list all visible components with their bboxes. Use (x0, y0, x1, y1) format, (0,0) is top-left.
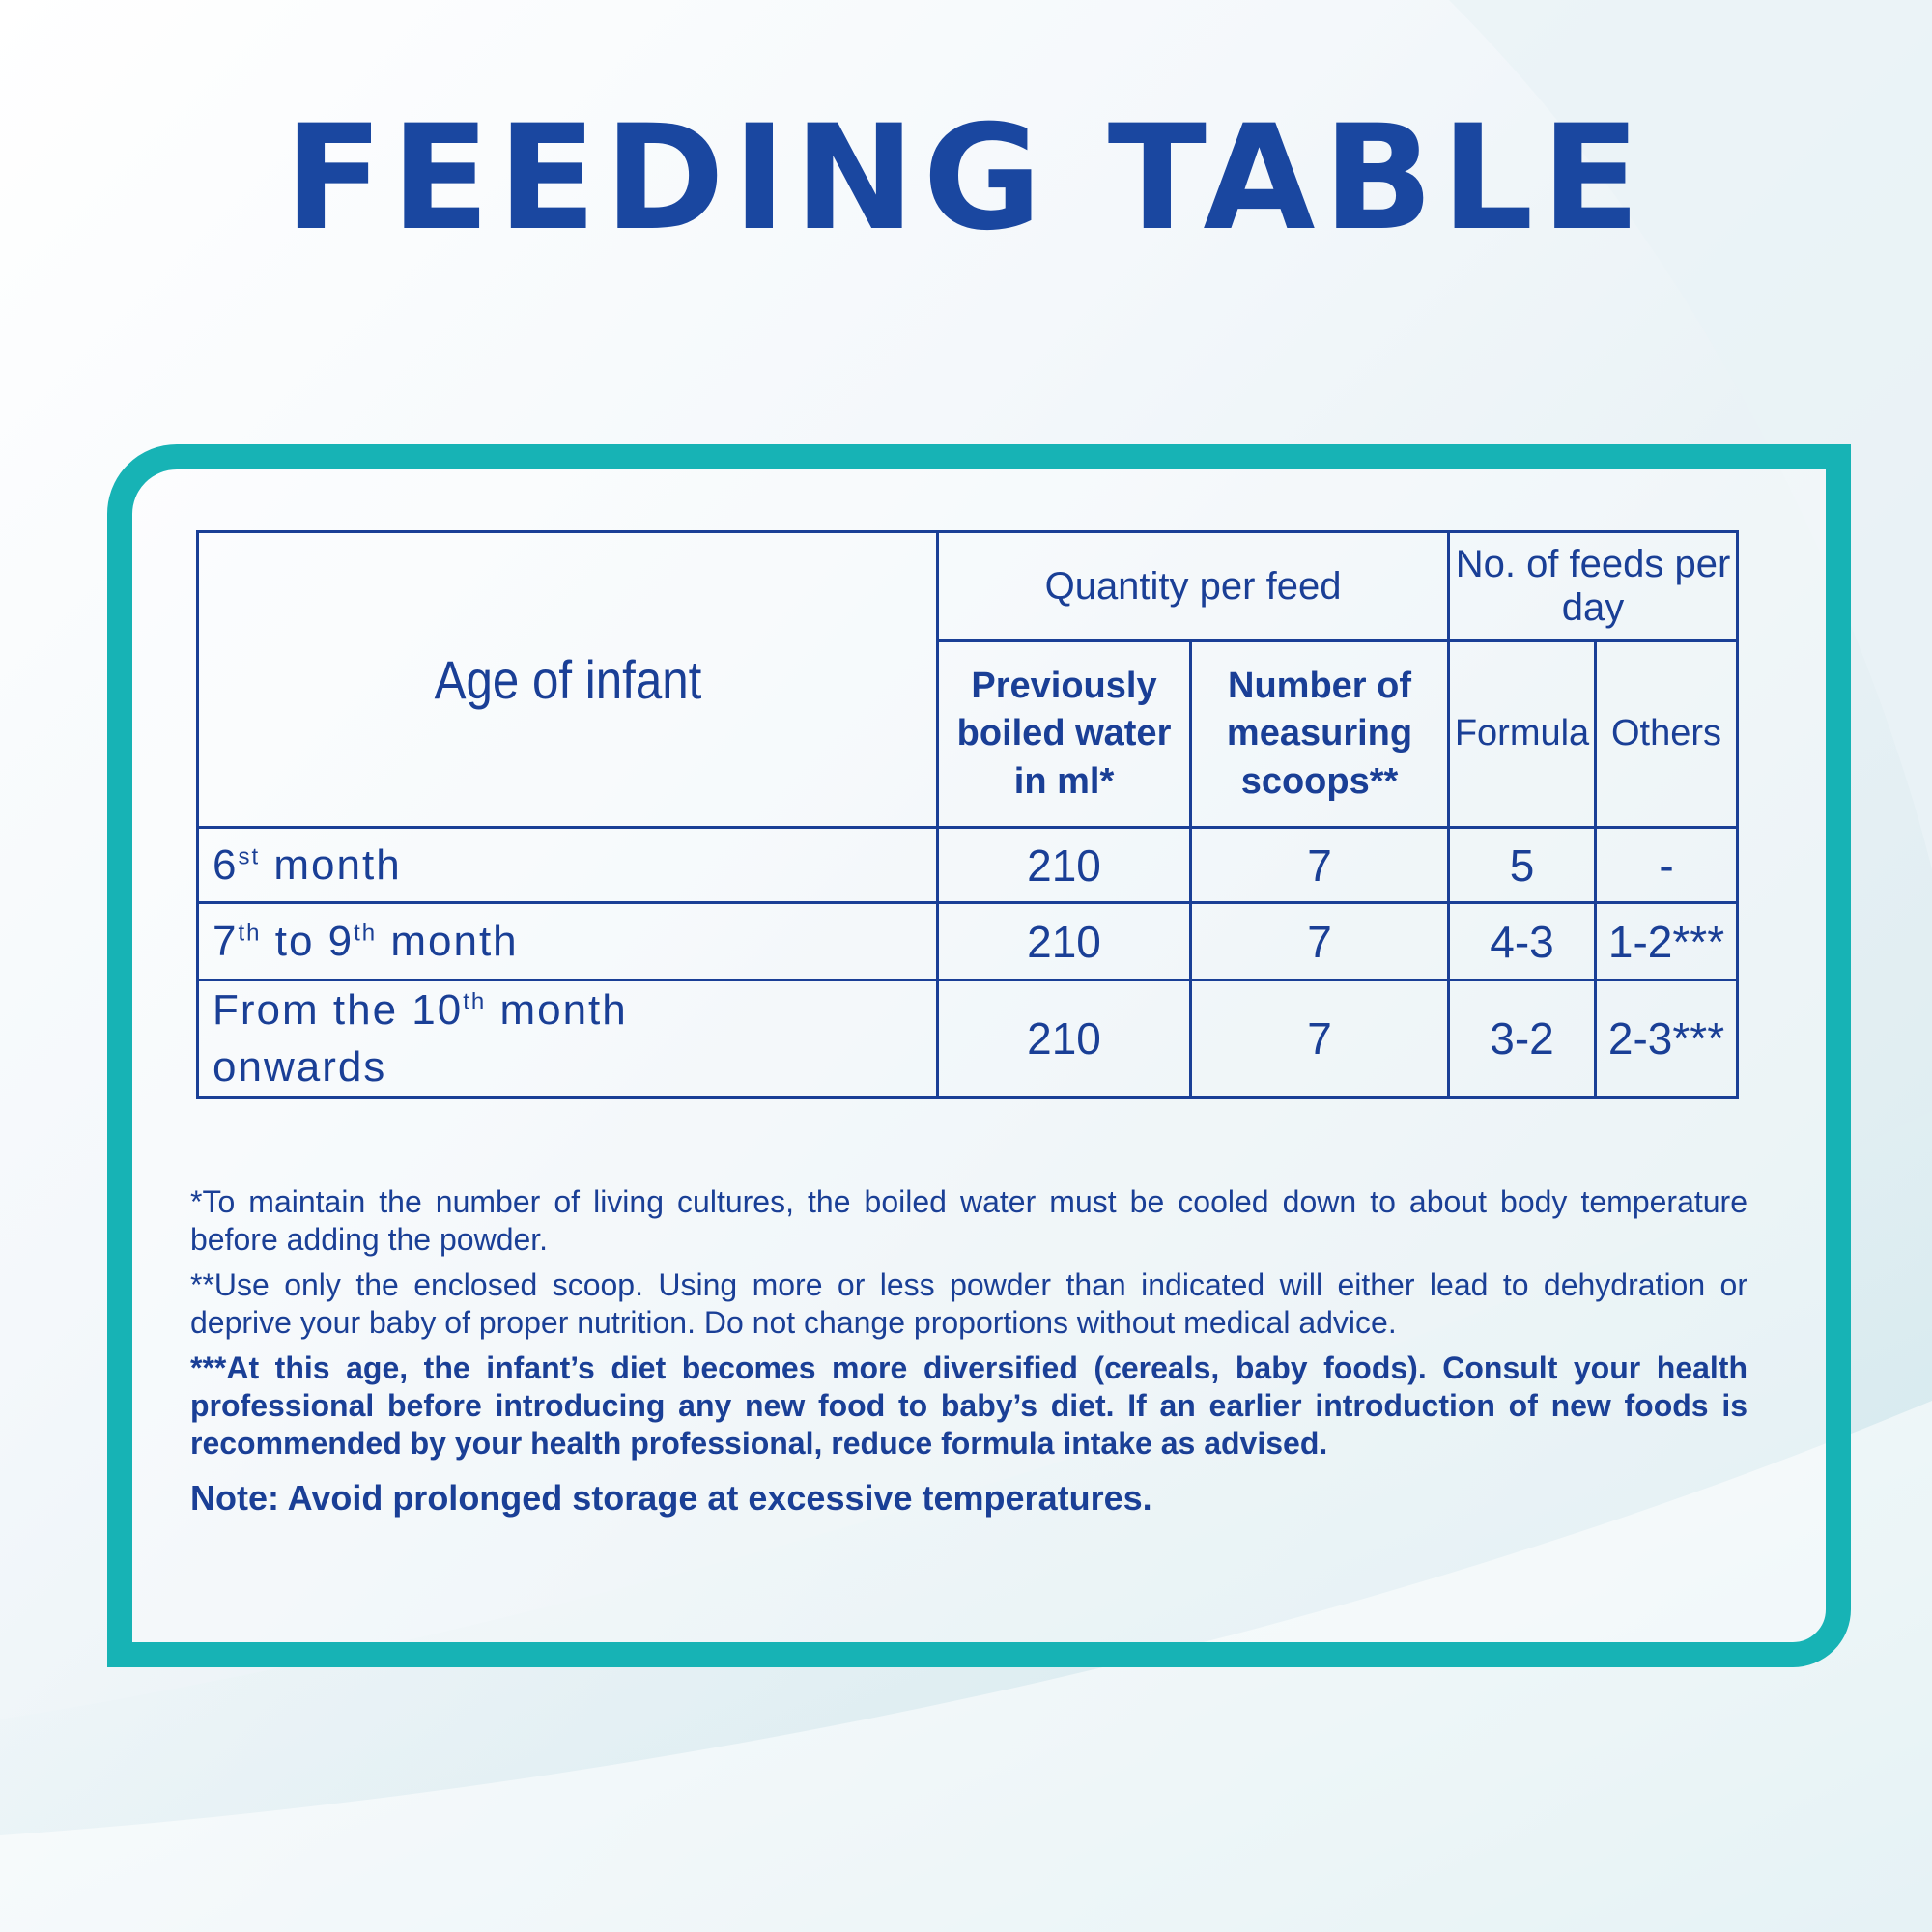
others-cell: 2-3*** (1594, 979, 1740, 1099)
age-text: 6 (213, 840, 239, 889)
footnote-scoop: **Use only the enclosed scoop. Using mor… (190, 1267, 1747, 1340)
table-row: 6st month 210 7 5 - (196, 826, 1740, 904)
age-ordinal: th (463, 988, 487, 1015)
age-header: Age of infant (241, 530, 895, 829)
feeding-table: Age of infant Quantity per feed No. of f… (196, 530, 1740, 1099)
formula-header: Formula (1447, 639, 1598, 829)
age-cell: 6st month (196, 826, 939, 904)
age-text: 7 (213, 917, 239, 965)
footnote-water: *To maintain the number of living cultur… (190, 1184, 1747, 1257)
quantity-header: Quantity per feed (935, 530, 1451, 642)
water-header: Previously boiled water in ml* (936, 639, 1192, 829)
age-ordinal: th (238, 920, 262, 947)
others-cell: - (1594, 826, 1740, 904)
age-text: month (260, 840, 402, 889)
water-cell: 210 (936, 826, 1192, 904)
scoops-cell: 7 (1188, 979, 1451, 1099)
table-row: From the 10th month onwards 210 7 3-2 2-3… (196, 979, 1740, 1099)
age-ordinal: th (354, 920, 378, 947)
storage-note: Note: Avoid prolonged storage at excessi… (190, 1478, 1152, 1518)
footnotes: *To maintain the number of living cultur… (190, 1183, 1747, 1470)
table-subheader-row: Previously boiled water in ml* Number of… (198, 639, 1740, 829)
page-title: FEEDING TABLE (284, 95, 1648, 263)
others-cell: 1-2*** (1594, 901, 1740, 981)
age-ordinal: st (238, 843, 261, 870)
formula-cell: 3-2 (1447, 979, 1598, 1099)
water-cell: 210 (936, 979, 1192, 1099)
table-header-row: Age of infant Quantity per feed No. of f… (198, 530, 1740, 829)
scoops-header: Number of measuring scoops** (1188, 639, 1451, 829)
water-cell: 210 (936, 901, 1192, 981)
age-cell: From the 10th month onwards (196, 979, 939, 1099)
age-text: month (486, 986, 628, 1034)
age-cell: 7th to 9th month (196, 901, 939, 981)
age-text: From the 10 (213, 986, 464, 1034)
age-text: onwards (213, 1043, 387, 1092)
scoops-cell: 7 (1188, 826, 1451, 904)
footnote-diet: ***At this age, the infant’s diet become… (190, 1350, 1747, 1461)
feeds-header: No. of feeds per day (1447, 530, 1740, 642)
formula-cell: 5 (1447, 826, 1598, 904)
scoops-cell: 7 (1188, 901, 1451, 981)
formula-cell: 4-3 (1447, 901, 1598, 981)
others-header: Others (1594, 639, 1740, 829)
table-row: 7th to 9th month 210 7 4-3 1-2*** (196, 901, 1740, 981)
age-text: to 9 (261, 917, 355, 965)
age-text: month (377, 917, 519, 965)
